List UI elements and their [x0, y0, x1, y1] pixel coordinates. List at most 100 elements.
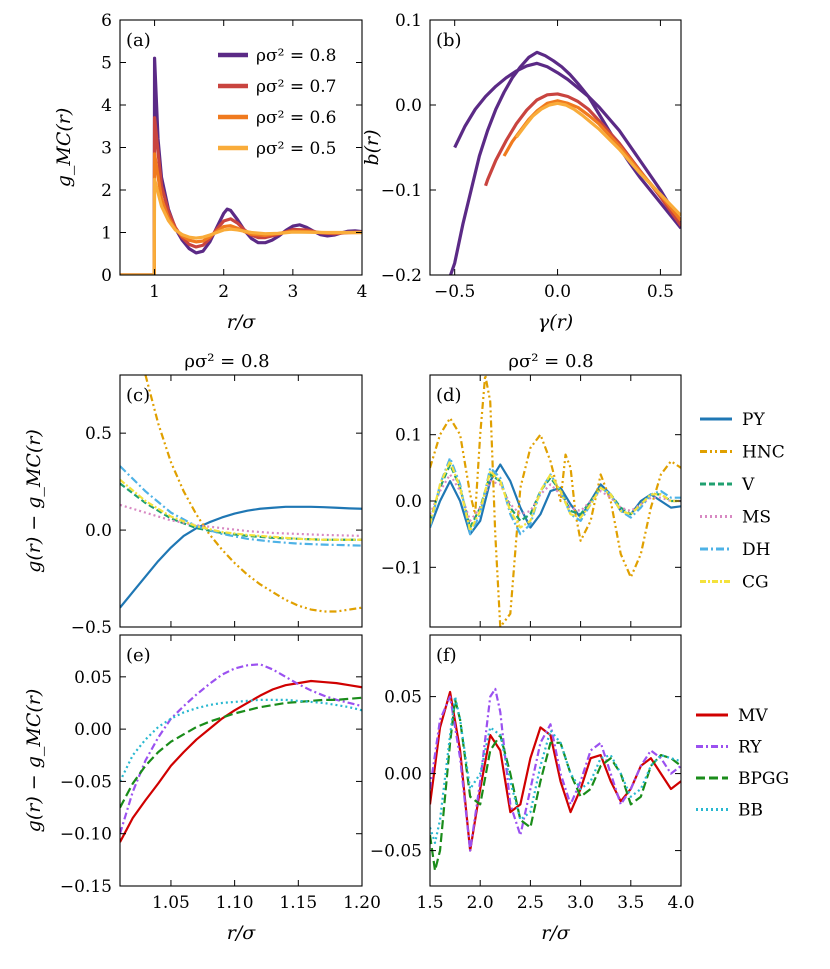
panel-a-ytick-label: 2	[101, 181, 112, 201]
legend-d-label: MS	[742, 508, 771, 528]
panel-b: −0.5 0.0 0.5 −0.2 −0.1 0.0 0.1 (b) γ(r) b(r)	[361, 11, 682, 333]
panel-e-ytick-label: −0.10	[60, 825, 112, 845]
panel-f-xlabel: r/σ	[541, 922, 570, 944]
panel-a-xtick-label: 3	[287, 282, 298, 302]
panel-f-tag: (f)	[436, 645, 457, 666]
panel-b-ytick-label: 0.0	[395, 96, 422, 116]
panel-f-series-bb	[430, 695, 681, 844]
panel-b-ytick-label: −0.1	[381, 181, 422, 201]
panel-b-series--0-5	[515, 101, 681, 217]
panel-e-series-bb	[120, 698, 362, 782]
panel-c-frame	[119, 374, 363, 628]
panel-d-ytick-label: 0.0	[395, 492, 422, 512]
panel-b-tag: (b)	[436, 30, 462, 51]
panel-c: −0.5 0.0 0.5 (c) g(r) − g_MC(r)	[23, 374, 363, 638]
panel-d-tag: (d)	[436, 385, 462, 406]
legend-d-label: DH	[742, 540, 770, 560]
panel-d-series-group	[430, 375, 681, 627]
panel-d-series-dh	[430, 456, 681, 536]
panel-a-xtick-label: 1	[149, 282, 160, 302]
panel-b-series--0-8-inner	[453, 61, 681, 225]
panel-f-xtick-label: 4.0	[667, 893, 694, 913]
panel-f-ytick-label: −0.05	[370, 842, 422, 862]
panel-b-xlabel: γ(r)	[538, 311, 573, 333]
panel-a-series--0-7	[120, 116, 362, 275]
panel-b-ytick-label: 0.1	[395, 11, 422, 31]
panel-f-xtick-label: 2.0	[467, 893, 494, 913]
legend-a-label: ρσ² = 0.8	[256, 46, 337, 66]
panel-f-xtick-label: 1.5	[416, 893, 443, 913]
legend-d-label: PY	[742, 410, 765, 430]
panel-b-frame	[429, 19, 682, 276]
panel-a-ytick-label: 3	[101, 139, 112, 159]
panel-e-xtick-label: 1.05	[152, 893, 190, 913]
panel-f-ytick-label: 0.05	[384, 688, 422, 708]
panel-f-xtick-label: 3.5	[617, 893, 644, 913]
panel-c-series-py	[120, 505, 362, 609]
legend-f-label: BPGG	[738, 769, 789, 789]
panel-a-ytick-label: 5	[101, 54, 112, 74]
panel-f-series-bpgg	[430, 698, 681, 872]
panel-a-series--0-5	[120, 177, 362, 275]
panel-a-tag: (a)	[126, 30, 151, 51]
legend-d-label: CG	[742, 573, 769, 593]
panel-d-title: ρσ² = 0.8	[508, 351, 593, 372]
legend-d-label: V	[741, 475, 755, 495]
panel-d: −0.1 0.0 0.1 (d)	[381, 374, 682, 628]
panel-c-ytick-label: −0.5	[71, 618, 112, 638]
panel-a-series--0-6	[120, 152, 362, 275]
panel-e-series-ry	[120, 663, 362, 835]
panel-e-xlabel: r/σ	[227, 922, 256, 944]
legend-f-label: BB	[738, 801, 763, 821]
legend-d: PY HNC V MS DH CG	[700, 410, 785, 593]
panel-f: 1.5 2.0 2.5 3.0 3.5 4.0 −0.05 0.00 0.05 (f) r/σ	[370, 634, 695, 944]
panel-b-ytick-label: −0.2	[381, 266, 422, 286]
legend-a-label: ρσ² = 0.5	[256, 139, 337, 159]
panel-c-ytick-label: 0.0	[85, 521, 112, 541]
panel-f-xtick-label: 3.0	[567, 893, 594, 913]
panel-e: 1.05 1.10 1.15 1.20 −0.15 −0.10 −0.05 0.00 0.05 (…	[23, 634, 381, 944]
panel-e-xtick-label: 1.20	[343, 893, 381, 913]
panel-f-series-group	[430, 687, 681, 872]
panel-a-ytick-label: 1	[101, 224, 112, 244]
panel-e-xtick-label: 1.10	[216, 893, 254, 913]
panel-b-xtick-label: 0.5	[647, 282, 674, 302]
panel-c-series-group	[120, 375, 362, 613]
panel-b-series-group	[449, 50, 681, 275]
legend-f-label: MV	[738, 706, 768, 726]
panel-e-xtick-label: 1.15	[279, 893, 317, 913]
panel-a-ylabel: g_MC(r)	[53, 108, 75, 188]
panel-b-ylabel: b(r)	[361, 129, 383, 165]
panel-d-ytick-label: 0.1	[395, 426, 422, 446]
panel-a: 1 2 3 4 0 1 2 3 4 5 6 (a) r/σ g_MC(r) ρσ² = 0.8 ρσ² = 0…	[53, 11, 367, 333]
panel-e-ytick-label: −0.15	[60, 877, 112, 897]
panel-a-series-group	[120, 56, 362, 275]
panel-b-series--0-7	[484, 92, 681, 227]
panel-c-ylabel: g(r) − g_MC(r)	[23, 429, 45, 573]
panel-e-frame	[119, 634, 363, 887]
panel-f-ytick-label: 0.00	[384, 765, 422, 785]
panel-a-xtick-label: 4	[357, 282, 368, 302]
panel-e-tag: (e)	[126, 645, 151, 666]
panel-c-ytick-label: 0.5	[85, 424, 112, 444]
panel-a-xlabel: r/σ	[227, 311, 256, 333]
panel-b-xtick-label: 0.0	[544, 282, 571, 302]
panel-c-series-ms	[120, 503, 362, 537]
panel-c-title: ρσ² = 0.8	[184, 351, 269, 372]
panel-a-ytick-label: 6	[101, 11, 112, 31]
panel-e-series-group	[120, 663, 362, 843]
panel-c-series-cg	[120, 478, 362, 541]
panel-a-ytick-label: 0	[101, 266, 112, 286]
panel-e-ytick-label: 0.00	[74, 720, 112, 740]
panel-a-ytick-label: 4	[101, 96, 112, 116]
legend-d-label: HNC	[742, 443, 785, 463]
panel-c-series-hnc	[144, 375, 362, 613]
legend-a-label: ρσ² = 0.6	[256, 108, 337, 128]
panel-d-ytick-label: −0.1	[381, 558, 422, 578]
panel-d-series-hnc	[430, 375, 681, 627]
legend-f: MV RY BPGG BB	[696, 706, 789, 821]
panel-c-tag: (c)	[126, 385, 150, 406]
panel-e-ytick-label: −0.05	[60, 772, 112, 792]
panel-c-series-dh	[120, 465, 362, 547]
legend-f-label: RY	[738, 738, 762, 758]
